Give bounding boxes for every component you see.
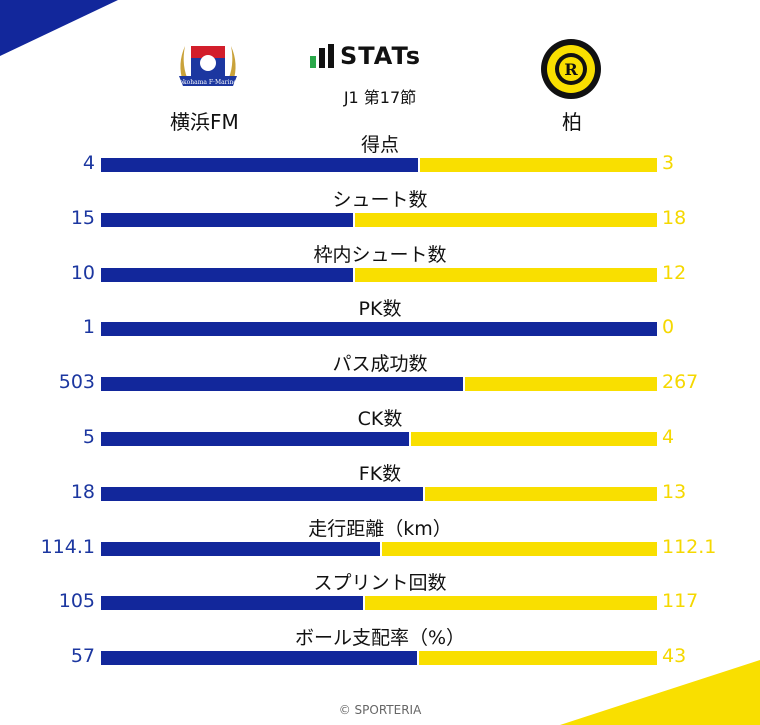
home-bar	[101, 541, 380, 556]
home-bar	[101, 158, 418, 172]
away-value: 43	[662, 645, 687, 668]
round-label: J1 第17節	[343, 88, 417, 107]
away-value: 267	[662, 371, 699, 394]
away-bar	[355, 267, 657, 282]
home-value: 4	[82, 152, 95, 174]
stat-row: 得点 4 3	[0, 130, 760, 184]
stat-label: 走行距離（km）	[308, 517, 452, 540]
stat-bar	[101, 158, 657, 172]
stat-label: FK数	[358, 462, 402, 485]
home-bar	[101, 377, 463, 392]
stat-bar	[101, 596, 657, 611]
stats-brand: STATs	[310, 42, 421, 70]
stat-row: FK数 18 13	[0, 459, 760, 513]
away-bar	[355, 212, 657, 227]
stat-bar	[101, 486, 657, 501]
stat-bar	[101, 651, 657, 666]
svg-text:Yokohama F·Marinos: Yokohama F·Marinos	[175, 79, 240, 86]
home-value: 5	[82, 426, 95, 448]
away-team-name: 柏	[562, 110, 582, 134]
away-bar	[425, 486, 657, 501]
header: Yokohama F·Marinos 横浜FM STATs J1 第17節 R …	[0, 0, 760, 140]
home-value: 1	[82, 316, 95, 339]
home-value: 18	[70, 480, 95, 503]
away-bar	[420, 158, 657, 172]
stat-label: ボール支配率（%）	[294, 627, 466, 650]
stat-bar	[101, 212, 657, 227]
home-bar	[101, 267, 353, 282]
home-value: 503	[58, 371, 95, 394]
home-value: 114.1	[40, 535, 95, 558]
stat-bar	[101, 267, 657, 282]
stat-row: シュート数 15 18	[0, 185, 760, 239]
stat-bar	[101, 432, 657, 446]
home-bar	[101, 651, 417, 666]
stat-label: 枠内シュート数	[313, 243, 447, 266]
stats-bars-icon	[310, 44, 334, 68]
stat-row: PK数 1 0	[0, 294, 760, 348]
away-value: 13	[662, 480, 687, 503]
stats-title: STATs	[340, 42, 421, 70]
home-bar	[101, 432, 409, 446]
home-bar	[101, 486, 423, 501]
home-bar	[101, 322, 657, 337]
home-value: 57	[70, 645, 95, 668]
away-value: 117	[662, 590, 699, 613]
stat-row: ボール支配率（%） 57 43	[0, 623, 760, 677]
stat-row: CK数 5 4	[0, 404, 760, 458]
stat-label: CK数	[357, 408, 403, 430]
top-left-blue-stripe	[0, 0, 118, 56]
stat-row: スプリント回数 105 117	[0, 568, 760, 622]
away-value: 18	[662, 206, 687, 229]
stat-bar	[101, 322, 657, 337]
away-team-logo: R	[541, 39, 601, 99]
away-bar	[465, 377, 657, 392]
stat-label: 得点	[360, 134, 399, 156]
stat-bar	[101, 541, 657, 556]
home-value: 105	[58, 590, 95, 613]
away-value: 112.1	[662, 535, 717, 558]
home-value: 15	[70, 206, 95, 229]
stat-label: スプリント回数	[313, 572, 447, 595]
home-bar	[101, 596, 363, 611]
home-team-logo: Yokohama F·Marinos	[175, 46, 240, 86]
stat-label: PK数	[358, 298, 402, 321]
away-value: 0	[662, 316, 675, 339]
away-bar	[411, 432, 657, 446]
home-bar	[101, 212, 353, 227]
home-value: 10	[70, 261, 95, 284]
footer-credit: © SPORTERIA	[338, 703, 422, 717]
bottom-right-yellow-stripe	[560, 660, 760, 725]
stat-row: 枠内シュート数 10 12	[0, 240, 760, 294]
stat-row: 走行距離（km） 114.1 112.1	[0, 514, 760, 568]
home-team-name: 横浜FM	[170, 110, 239, 134]
stat-bar	[101, 377, 657, 392]
stat-label: パス成功数	[332, 353, 428, 376]
away-bar	[382, 541, 657, 556]
away-bar	[419, 651, 657, 666]
svg-text:R: R	[564, 60, 578, 79]
away-value: 3	[662, 152, 675, 174]
away-value: 12	[662, 261, 687, 284]
away-value: 4	[662, 426, 675, 448]
stat-label: シュート数	[332, 188, 428, 211]
away-bar	[365, 596, 657, 611]
stat-row: パス成功数 503 267	[0, 349, 760, 403]
